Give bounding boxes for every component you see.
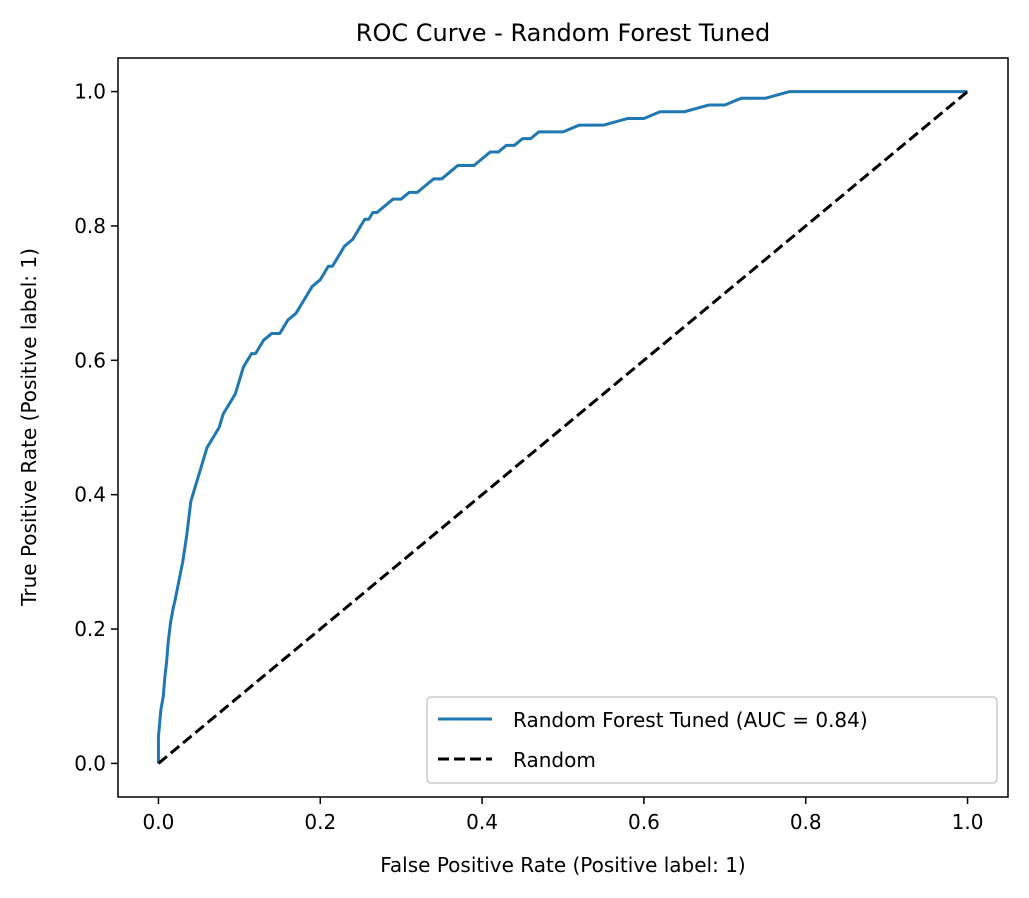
roc-curve-line bbox=[156, 90, 968, 764]
y-axis-label: True Positive Rate (Positive label: 1) bbox=[17, 248, 41, 607]
x-tick-label: 1.0 bbox=[952, 810, 984, 834]
y-tick-label: 0.0 bbox=[74, 751, 106, 775]
series-layer bbox=[156, 90, 969, 765]
x-tick-label: 0.6 bbox=[628, 810, 660, 834]
y-tick-label: 1.0 bbox=[74, 80, 106, 104]
plot-frame bbox=[117, 57, 1009, 798]
y-tick-label: 0.8 bbox=[74, 214, 106, 238]
legend-label-random: Random bbox=[513, 748, 596, 772]
plot-area bbox=[117, 57, 1009, 798]
y-tick-label: 0.2 bbox=[74, 617, 106, 641]
y-tick-label: 0.4 bbox=[74, 483, 106, 507]
x-tick-label: 0.4 bbox=[466, 810, 498, 834]
x-tick-label: 0.2 bbox=[304, 810, 336, 834]
x-tick-label: 0.8 bbox=[790, 810, 822, 834]
legend-label-roc: Random Forest Tuned (AUC = 0.84) bbox=[513, 708, 868, 732]
y-tick-label: 0.6 bbox=[74, 348, 106, 372]
x-tick-label: 0.0 bbox=[143, 810, 175, 834]
legend-box bbox=[426, 696, 998, 784]
random-baseline-line bbox=[157, 90, 969, 765]
x-axis: 0.0 0.2 0.4 0.6 0.8 1.0 bbox=[143, 797, 984, 834]
legend: Random Forest Tuned (AUC = 0.84) Random bbox=[426, 696, 998, 784]
y-axis: 0.0 0.2 0.4 0.6 0.8 1.0 bbox=[74, 80, 118, 775]
x-axis-label: False Positive Rate (Positive label: 1) bbox=[380, 853, 746, 877]
chart-title: ROC Curve - Random Forest Tuned bbox=[356, 19, 770, 47]
